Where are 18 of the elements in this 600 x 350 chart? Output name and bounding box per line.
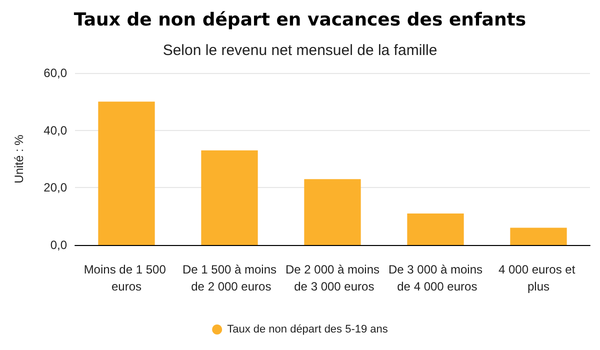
bar (201, 150, 258, 245)
x-tick-label: De 3 000 à moins de 4 000 euros (388, 262, 483, 294)
y-tick-label: 40,0 (44, 123, 68, 138)
bar (304, 179, 361, 245)
x-tick-label: De 2 000 à moins de 3 000 euros (285, 262, 380, 294)
y-tick-label: 20,0 (44, 180, 68, 195)
x-tick-label: Moins de 1 500 euros (84, 262, 170, 294)
y-tick-label: 0,0 (50, 238, 68, 252)
y-tick-label: 60,0 (44, 66, 68, 80)
chart-title: Taux de non départ en vacances des enfants (74, 10, 526, 30)
legend-label: Taux de non départ des 5-19 ans (227, 324, 388, 336)
x-tick-label: 4 000 euros et plus (498, 262, 579, 294)
bar (98, 102, 155, 245)
x-tick-label: De 1 500 à moins de 2 000 euros (182, 262, 277, 294)
bar (407, 213, 464, 245)
bar (510, 228, 567, 245)
chart-subtitle: Selon le revenu net mensuel de la famille (162, 42, 438, 59)
y-axis-title: Unité : % (12, 134, 26, 184)
